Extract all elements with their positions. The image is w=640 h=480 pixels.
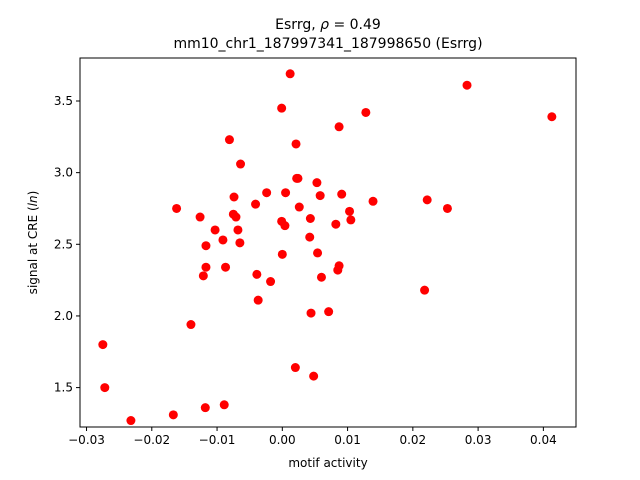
data-point bbox=[309, 371, 319, 381]
data-point bbox=[294, 202, 304, 212]
data-point bbox=[233, 225, 243, 235]
data-point bbox=[547, 112, 557, 122]
x-tick-label: −0.02 bbox=[133, 433, 170, 447]
data-point bbox=[361, 107, 371, 117]
data-point bbox=[290, 363, 300, 373]
data-point bbox=[280, 221, 290, 231]
data-point bbox=[262, 188, 272, 198]
data-point bbox=[316, 272, 326, 282]
data-point bbox=[442, 203, 452, 213]
data-point bbox=[235, 238, 245, 248]
data-point bbox=[306, 308, 316, 318]
x-tick-label: 0.00 bbox=[269, 433, 296, 447]
data-point bbox=[221, 262, 231, 272]
data-point bbox=[305, 214, 315, 223]
plot-area-frame bbox=[79, 57, 577, 428]
data-point bbox=[277, 103, 287, 113]
data-point bbox=[324, 307, 334, 317]
data-point bbox=[186, 320, 196, 330]
data-point bbox=[200, 403, 210, 413]
data-point bbox=[231, 212, 241, 222]
data-point bbox=[331, 219, 341, 229]
data-point bbox=[422, 195, 432, 205]
data-point bbox=[333, 265, 343, 275]
y-tick-label: 2.5 bbox=[54, 237, 73, 251]
data-point bbox=[126, 416, 136, 426]
data-point bbox=[201, 241, 211, 251]
data-point bbox=[252, 269, 262, 279]
data-point bbox=[98, 340, 108, 350]
data-point bbox=[219, 400, 229, 410]
y-tick-label: 3.5 bbox=[54, 94, 73, 108]
y-tick-label: 2.0 bbox=[54, 309, 73, 323]
data-point bbox=[218, 235, 228, 245]
data-point bbox=[253, 295, 263, 305]
x-tick-label: 0.04 bbox=[530, 433, 557, 447]
x-tick-label: 0.01 bbox=[334, 433, 361, 447]
data-point bbox=[195, 212, 205, 222]
x-axis-ticks: −0.03 −0.02 −0.01 0.00 0.01 0.02 0.03 0.04 bbox=[68, 427, 557, 447]
y-tick-label: 1.5 bbox=[54, 381, 73, 395]
data-point bbox=[305, 232, 315, 242]
x-tick-label: 0.02 bbox=[399, 433, 426, 447]
data-points bbox=[98, 69, 557, 426]
y-axis-ticks: 1.5 2.0 2.5 3.0 3.5 bbox=[54, 94, 80, 395]
data-point bbox=[251, 199, 261, 209]
x-tick-label: −0.03 bbox=[68, 433, 105, 447]
data-point bbox=[313, 248, 323, 258]
data-point bbox=[312, 178, 322, 188]
data-point bbox=[172, 203, 182, 213]
data-point bbox=[201, 262, 211, 272]
data-point bbox=[346, 215, 356, 225]
x-axis-label: motif activity bbox=[288, 456, 367, 470]
data-point bbox=[168, 410, 178, 420]
data-point bbox=[224, 135, 234, 145]
data-point bbox=[291, 139, 301, 149]
data-point bbox=[285, 69, 295, 79]
data-point bbox=[281, 188, 291, 198]
data-point bbox=[462, 80, 472, 90]
data-point bbox=[198, 271, 208, 281]
x-tick-label: −0.01 bbox=[199, 433, 236, 447]
chart-title-line1: Esrrg, ρ = 0.49 bbox=[275, 17, 381, 33]
data-point bbox=[420, 285, 430, 295]
data-point bbox=[210, 225, 220, 235]
data-point bbox=[315, 191, 325, 201]
data-point bbox=[334, 122, 344, 132]
data-point bbox=[236, 159, 246, 169]
data-point bbox=[337, 189, 347, 199]
data-point bbox=[229, 192, 239, 202]
data-point bbox=[345, 206, 355, 216]
chart-title-line2: mm10_chr1_187997341_187998650 (Esrrg) bbox=[173, 36, 482, 52]
data-point bbox=[277, 249, 287, 259]
y-axis-label: signal at CRE (ln) bbox=[26, 191, 40, 295]
data-point bbox=[368, 196, 378, 206]
data-point bbox=[100, 383, 110, 393]
y-tick-label: 3.0 bbox=[54, 166, 73, 180]
data-point bbox=[293, 173, 303, 183]
x-tick-label: 0.03 bbox=[465, 433, 492, 447]
data-point bbox=[266, 277, 276, 287]
